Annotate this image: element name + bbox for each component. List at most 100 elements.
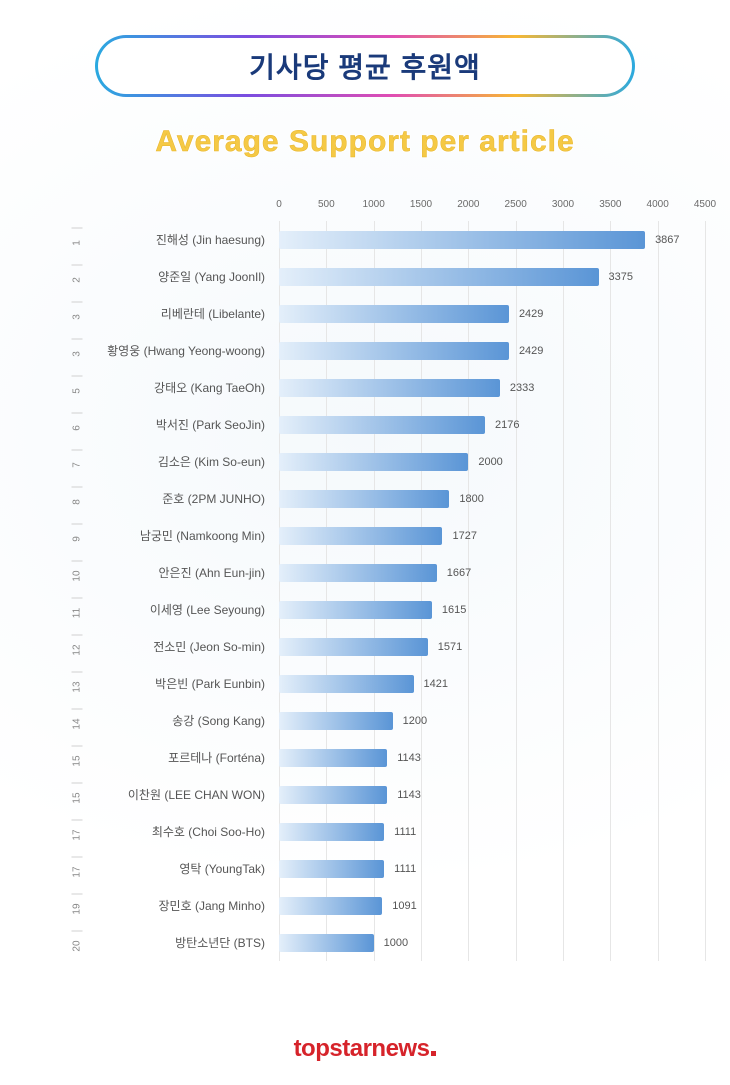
row-label: 송강 (Song Kang) xyxy=(89,712,279,729)
title-pill: 기사당 평균 후원액 xyxy=(95,35,635,97)
footer-logo: topstarnews xyxy=(0,1035,730,1063)
x-tick: 1500 xyxy=(410,199,432,210)
chart-rows: 1 진해성 (Jin haesung) 3867 2 양준일 (Yang JoonIl)… xyxy=(65,221,705,961)
chart-row: 3 리베란테 (Libelante) 2429 xyxy=(65,295,705,332)
x-tick: 1000 xyxy=(363,199,385,210)
bar xyxy=(279,305,509,323)
x-tick: 2500 xyxy=(505,199,527,210)
rank-label: 15 xyxy=(72,783,83,807)
bar-value: 3375 xyxy=(609,271,633,283)
bar-value: 2429 xyxy=(519,345,543,357)
bar xyxy=(279,564,437,582)
x-tick: 2000 xyxy=(457,199,479,210)
bar-value: 1091 xyxy=(392,900,416,912)
bar xyxy=(279,268,599,286)
bar xyxy=(279,675,414,693)
x-axis-ticks: 050010001500200025003000350040004500 xyxy=(279,199,705,221)
bar-cell: 1727 xyxy=(279,517,705,554)
row-label: 포르테나 (Forténa) xyxy=(89,749,279,766)
row-label: 김소은 (Kim So-eun) xyxy=(89,453,279,470)
gridline xyxy=(705,221,706,961)
row-label: 진해성 (Jin haesung) xyxy=(89,231,279,248)
bar-value: 1143 xyxy=(397,789,421,801)
row-label: 남궁민 (Namkoong Min) xyxy=(89,527,279,544)
rank-label: 13 xyxy=(72,672,83,696)
bar-value: 3867 xyxy=(655,234,679,246)
row-label: 준호 (2PM JUNHO) xyxy=(89,490,279,507)
x-tick: 4500 xyxy=(694,199,716,210)
chart-row: 19 장민호 (Jang Minho) 1091 xyxy=(65,887,705,924)
row-label: 양준일 (Yang JoonIl) xyxy=(89,268,279,285)
bar xyxy=(279,712,393,730)
row-label: 영탁 (YoungTak) xyxy=(89,860,279,877)
bar xyxy=(279,231,645,249)
row-label: 리베란테 (Libelante) xyxy=(89,305,279,322)
bar-value: 1727 xyxy=(452,530,476,542)
bar-cell: 2429 xyxy=(279,332,705,369)
bar-value: 2176 xyxy=(495,419,519,431)
bar xyxy=(279,342,509,360)
x-tick: 0 xyxy=(276,199,282,210)
x-tick: 3000 xyxy=(552,199,574,210)
chart-row: 17 영탁 (YoungTak) 1111 xyxy=(65,850,705,887)
chart-row: 11 이세영 (Lee Seyoung)1615 xyxy=(65,591,705,628)
chart: 050010001500200025003000350040004500 1진해… xyxy=(65,199,705,961)
bar-cell: 1421 xyxy=(279,665,705,702)
row-label: 이세영 (Lee Seyoung) xyxy=(89,601,279,618)
rank-label: 5 xyxy=(72,376,83,400)
title-pill-inner: 기사당 평균 후원액 xyxy=(98,38,632,94)
bar-value: 2429 xyxy=(519,308,543,320)
bar-cell: 1667 xyxy=(279,554,705,591)
bar-cell: 2176 xyxy=(279,406,705,443)
bar-value: 1111 xyxy=(394,826,416,838)
row-label: 전소민 (Jeon So-min) xyxy=(89,638,279,655)
bar-value: 1800 xyxy=(459,493,483,505)
subtitle-english: Average Support per article xyxy=(45,125,685,159)
rank-label: 6 xyxy=(72,413,83,437)
rank-label: 19 xyxy=(72,894,83,918)
chart-row: 6박서진 (Park SeoJin)2176 xyxy=(65,406,705,443)
bar xyxy=(279,934,374,952)
row-label: 최수호 (Choi Soo-Ho) xyxy=(89,823,279,840)
rank-label: 3 xyxy=(72,302,83,326)
rank-label: 15 xyxy=(72,746,83,770)
bar xyxy=(279,823,384,841)
bar-value: 1667 xyxy=(447,567,471,579)
chart-row: 12전소민 (Jeon So-min)1571 xyxy=(65,628,705,665)
chart-row: 15 이찬원 (LEE CHAN WON) 1143 xyxy=(65,776,705,813)
bar-cell: 1571 xyxy=(279,628,705,665)
bar-cell: 3867 xyxy=(279,221,705,258)
bar-value: 2000 xyxy=(478,456,502,468)
page: 기사당 평균 후원액 Average Support per article 0… xyxy=(0,0,730,1085)
bar-cell: 1615 xyxy=(279,591,705,628)
rank-label: 2 xyxy=(72,265,83,289)
bar-cell: 3375 xyxy=(279,258,705,295)
x-tick: 4000 xyxy=(647,199,669,210)
row-label: 방탄소년단 (BTS) xyxy=(89,934,279,951)
chart-row: 9 남궁민 (Namkoong Min) 1727 xyxy=(65,517,705,554)
bar-cell: 1091 xyxy=(279,887,705,924)
bar-cell: 1111 xyxy=(279,850,705,887)
rank-label: 17 xyxy=(72,820,83,844)
rank-label: 1 xyxy=(72,228,83,252)
chart-row: 7김소은 (Kim So-eun)2000 xyxy=(65,443,705,480)
row-label: 이찬원 (LEE CHAN WON) xyxy=(89,786,279,803)
rank-label: 10 xyxy=(72,561,83,585)
rank-label: 9 xyxy=(72,524,83,548)
bar-value: 1421 xyxy=(424,678,448,690)
bar-cell: 1111 xyxy=(279,813,705,850)
title-korean: 기사당 평균 후원액 xyxy=(249,46,481,86)
row-label: 안은진 (Ahn Eun-jin) xyxy=(89,564,279,581)
bar-value: 1111 xyxy=(394,863,416,875)
chart-row: 13박은빈 (Park Eunbin)1421 xyxy=(65,665,705,702)
bar xyxy=(279,527,442,545)
rank-label: 17 xyxy=(72,857,83,881)
chart-row: 10 안은진 (Ahn Eun-jin) 1667 xyxy=(65,554,705,591)
rank-label: 20 xyxy=(72,931,83,955)
rank-label: 11 xyxy=(72,598,83,622)
bar-value: 1571 xyxy=(438,641,462,653)
chart-row: 3황영웅 (Hwang Yeong-woong)2429 xyxy=(65,332,705,369)
bar-cell: 1800 xyxy=(279,480,705,517)
row-label: 황영웅 (Hwang Yeong-woong) xyxy=(89,342,279,359)
row-label: 장민호 (Jang Minho) xyxy=(89,897,279,914)
